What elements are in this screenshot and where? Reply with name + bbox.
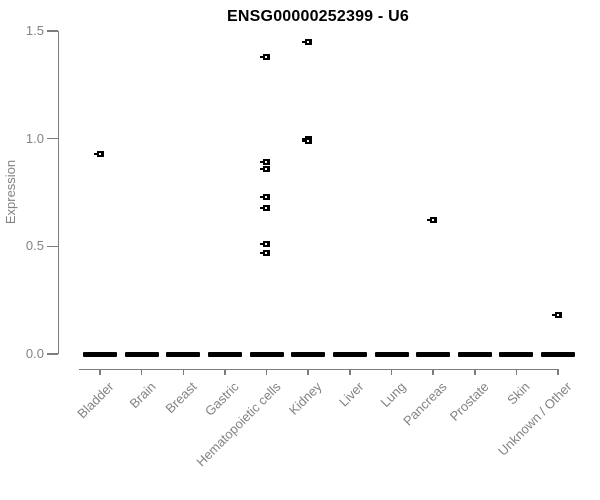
- zero-cluster-bar: [416, 352, 451, 357]
- x-tick: [515, 368, 518, 375]
- x-axis-line: [79, 368, 559, 370]
- x-tick: [474, 368, 476, 375]
- data-point-marker: [260, 193, 271, 200]
- data-point-marker: [93, 150, 104, 157]
- zero-cluster-bar: [457, 352, 492, 357]
- y-tick: [47, 137, 58, 140]
- zero-cluster-bar: [83, 352, 117, 357]
- x-tick: [140, 368, 143, 375]
- data-point-marker: [301, 137, 312, 144]
- y-tick: [47, 30, 58, 32]
- x-tick: [349, 368, 351, 375]
- x-tick: [432, 368, 434, 375]
- chart-title: ENSG00000252399 - U6: [227, 8, 409, 25]
- x-tick: [390, 368, 393, 375]
- data-point-marker: [260, 204, 271, 211]
- zero-cluster-bar: [207, 352, 242, 357]
- x-tick: [265, 368, 268, 375]
- zero-cluster-bar: [124, 352, 159, 357]
- y-axis-line: [57, 31, 60, 354]
- x-tick: [182, 368, 185, 375]
- zero-cluster-bar: [374, 352, 409, 357]
- data-point-marker: [260, 159, 271, 166]
- y-tick: [47, 353, 58, 355]
- y-tick-label: 1.5: [25, 23, 44, 38]
- zero-cluster-bar: [249, 352, 284, 357]
- y-tick-label: 0.5: [25, 238, 44, 254]
- data-point-marker: [301, 38, 312, 45]
- zero-cluster-bar: [332, 352, 367, 357]
- x-tick: [224, 368, 226, 375]
- data-point-marker: [260, 249, 271, 256]
- zero-cluster-bar: [499, 352, 534, 357]
- zero-cluster-bar: [541, 352, 576, 357]
- y-tick-label: 1.0: [25, 130, 44, 146]
- data-point-marker: [260, 241, 271, 248]
- y-tick-label: 0.0: [25, 346, 44, 361]
- zero-cluster-bar: [291, 352, 326, 357]
- x-tick: [99, 368, 101, 375]
- x-tick: [307, 368, 309, 375]
- zero-cluster-bar: [166, 352, 201, 357]
- data-point-marker: [426, 217, 437, 224]
- y-tick: [47, 245, 58, 248]
- data-point-marker: [551, 312, 562, 319]
- data-point-marker: [260, 53, 271, 60]
- x-tick: [557, 368, 559, 375]
- data-point-marker: [260, 165, 271, 172]
